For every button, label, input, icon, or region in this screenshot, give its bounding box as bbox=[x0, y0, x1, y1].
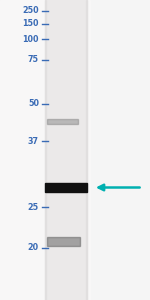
Bar bbox=[0, 0, 90, 300]
Bar bbox=[45, 0, 46, 300]
Bar bbox=[46, 119, 78, 124]
Text: 50: 50 bbox=[28, 99, 39, 108]
Text: 150: 150 bbox=[22, 20, 39, 28]
Text: 37: 37 bbox=[28, 136, 39, 146]
Text: 250: 250 bbox=[22, 6, 39, 15]
Bar bbox=[45, 0, 87, 300]
Bar bbox=[86, 0, 87, 300]
Text: 25: 25 bbox=[28, 202, 39, 211]
Text: 100: 100 bbox=[22, 34, 39, 43]
Bar bbox=[45, 183, 87, 192]
Bar bbox=[46, 237, 80, 246]
Text: 20: 20 bbox=[28, 243, 39, 252]
Text: 75: 75 bbox=[28, 56, 39, 64]
